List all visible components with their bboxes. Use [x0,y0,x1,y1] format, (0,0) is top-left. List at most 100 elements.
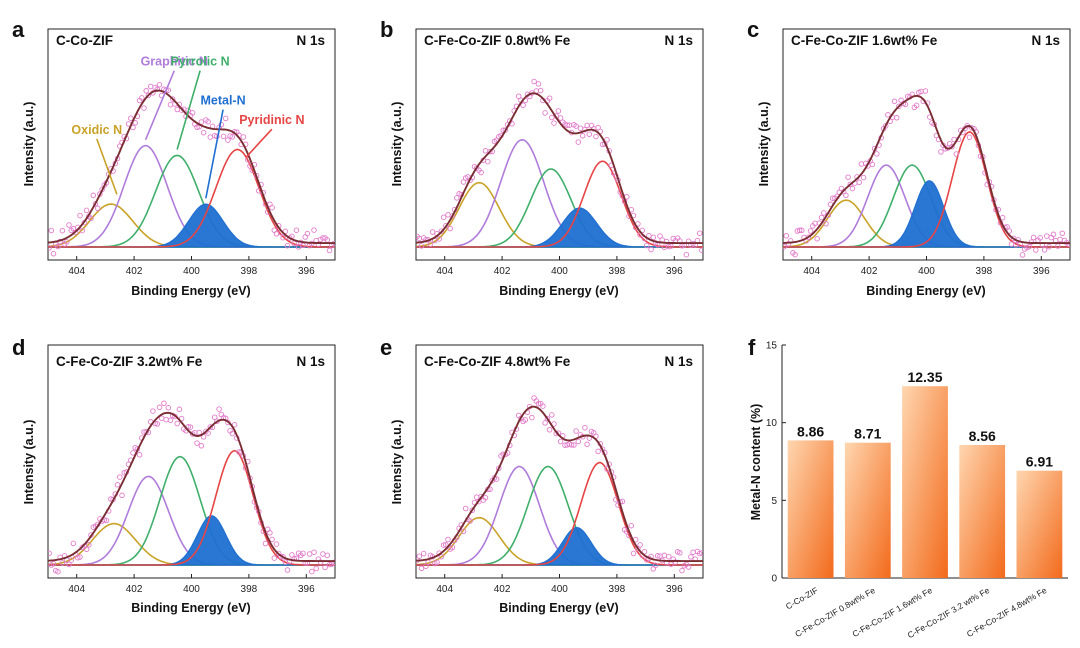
data-point [913,102,920,109]
data-point [1033,247,1039,253]
x-ticks: 404 402 400 398 396 [68,266,315,277]
data-point [189,110,196,116]
data-point [845,174,851,180]
data-point [445,536,451,543]
y-axis-label: Intensity (a.u.) [757,102,771,187]
data-point [229,430,236,437]
data-point [284,242,291,249]
data-point [582,424,588,431]
data-point [1059,230,1066,237]
data-point [1004,224,1010,230]
x-tick-label: 398 [609,584,626,595]
x-axis-label: Binding Energy (eV) [131,284,250,298]
envelope-fit-line [48,89,335,245]
region-tag: N 1s [296,33,325,48]
data-point [271,555,278,561]
data-point [823,221,829,227]
annotation-label: Metal-N [200,94,245,108]
data-point [575,139,582,145]
x-ticks: 404 402 400 398 396 [436,266,683,277]
data-point [200,129,207,136]
bar-value-label: 8.86 [797,423,824,439]
data-point [696,550,703,557]
data-point [438,553,445,560]
data-point [949,143,955,150]
data-point [156,81,163,88]
data-point [139,95,145,101]
data-point [77,554,83,560]
plot-title: C-Fe-Co-ZIF 1.6wt% Fe [791,33,938,48]
x-tick-label: 396 [666,584,683,595]
data-point [211,414,218,420]
data-point [542,420,548,426]
data-point [482,148,489,154]
data-point [90,192,97,199]
data-point [176,406,183,413]
data-point [150,408,156,414]
data-point [515,93,522,99]
data-point [938,149,944,155]
data-point [628,522,635,529]
data-point [48,550,52,556]
data-point [306,551,313,557]
data-point [445,212,451,218]
data-point [313,565,319,572]
data-point [542,110,548,116]
data-point [225,137,231,143]
data-point [1048,234,1054,241]
data-point [485,158,491,165]
data-point [79,227,85,234]
data-point [218,411,225,418]
data-point [207,424,214,430]
y-axis-label: Intensity (a.u.) [22,102,36,187]
data-point [145,92,152,99]
data-point [679,567,685,574]
data-point [1041,247,1048,253]
x-tick-label: 396 [298,584,315,595]
data-point [161,400,167,407]
data-point [324,552,331,559]
data-point [555,108,562,114]
data-point [460,179,467,185]
data-point [652,562,659,569]
data-point [586,131,593,137]
data-point [320,235,326,241]
panel-e: e C-Fe-Co-ZIF 4.8wt% Fe N 1s Binding Ene… [380,335,704,615]
category-label: C-Co-ZIF [784,585,820,611]
data-point [434,559,440,566]
data-point [473,494,480,500]
y-axis-label: Intensity (a.u.) [22,420,36,505]
data-point [440,542,447,548]
data-point [427,241,434,247]
data-point [577,125,584,131]
x-tick-label: 402 [126,584,143,595]
data-point [236,449,242,455]
data-point [683,251,690,258]
x-ticks: 404 402 400 398 396 [803,266,1050,277]
annotation-leader-line [144,70,176,141]
envelope-fit-line [48,411,335,563]
data-point [196,429,202,436]
data-point [311,227,317,233]
data-point [55,568,61,575]
data-point [462,505,469,512]
data-point [293,227,300,233]
x-tick-label: 404 [803,266,820,277]
bar [1016,470,1063,578]
data-point [94,205,101,212]
data-point [896,103,902,110]
data-point [482,494,489,501]
data-point [50,560,57,567]
data-point [454,195,460,201]
envelope-fit-line [416,92,703,245]
bar [787,440,834,578]
x-tick-label: 396 [666,266,683,277]
annotation-leader-line [96,138,118,195]
data-point [423,563,429,569]
annotation-label: Oxidic N [71,123,122,137]
data-point [273,541,280,547]
data-point [440,214,447,220]
x-tick-label: 398 [241,266,258,277]
data-point [1057,236,1063,243]
